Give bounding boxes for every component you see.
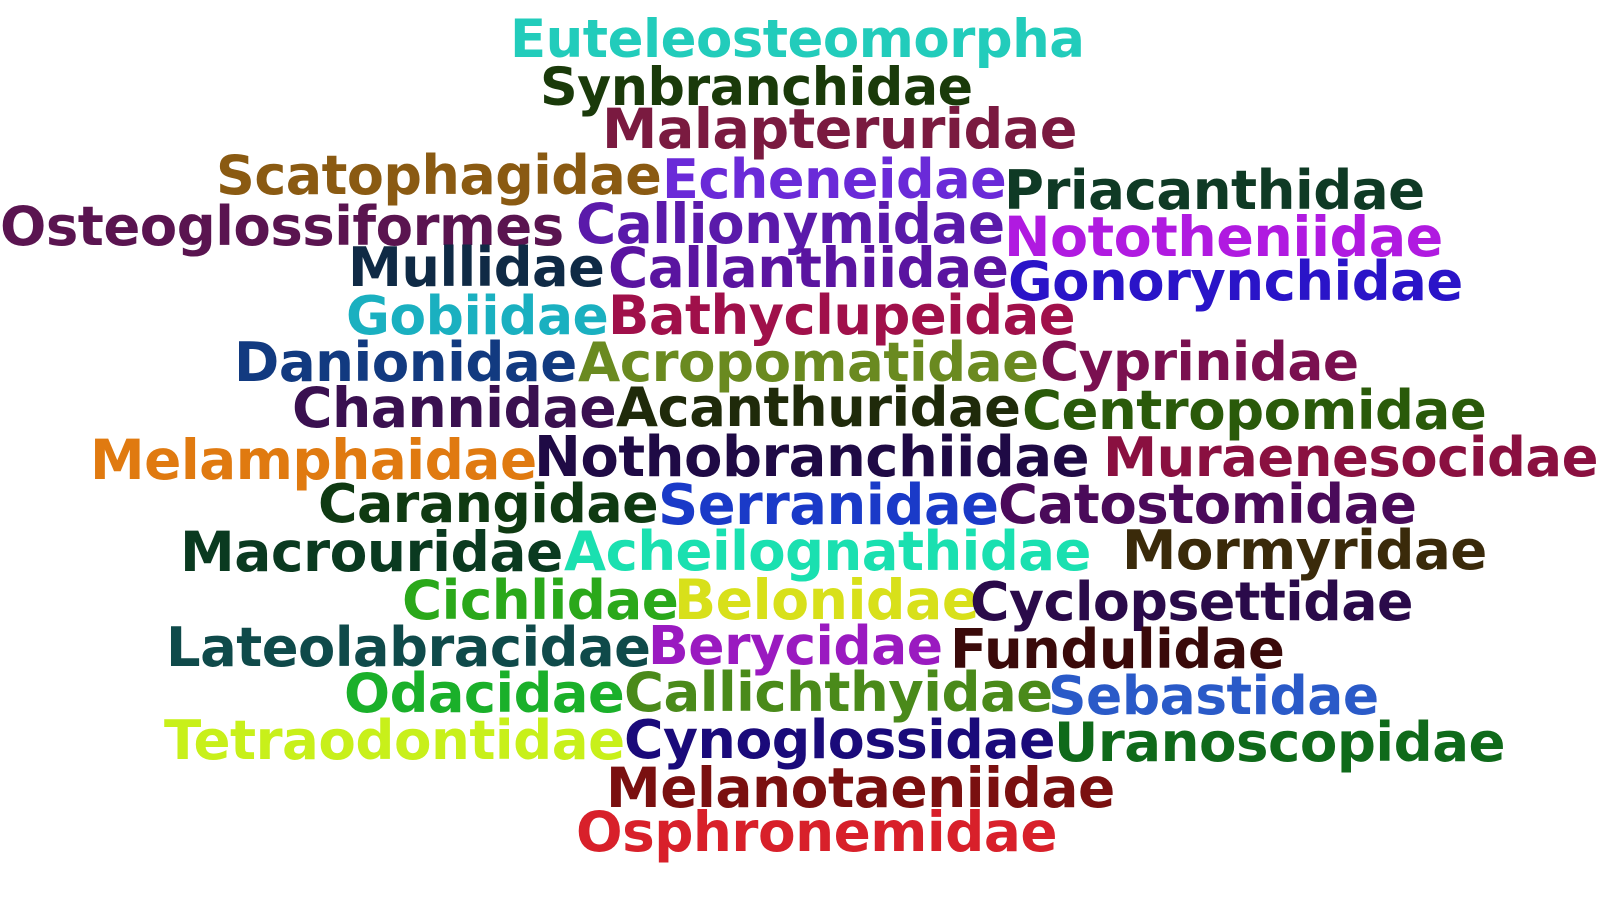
word-catostomidae: Catostomidae: [998, 471, 1417, 536]
word-uranoscopidae: Uranoscopidae: [1054, 709, 1506, 774]
word-gobiidae: Gobiidae: [346, 284, 609, 348]
word-carangidae: Carangidae: [318, 472, 659, 536]
word-serranidae: Serranidae: [658, 473, 999, 539]
word-scatophagidae: Scatophagidae: [216, 144, 662, 208]
word-osteoglossiformes: Osteoglossiformes: [0, 193, 564, 258]
word-malapteruridae: Malapteruridae: [602, 97, 1077, 163]
word-fundulidae: Fundulidae: [950, 617, 1285, 681]
word-cyprinidae: Cyprinidae: [1040, 330, 1359, 394]
word-melanotaeniidae: Melanotaeniidae: [606, 755, 1115, 820]
word-mormyridae: Mormyridae: [1122, 517, 1487, 582]
word-euteleosteomorpha: Euteleosteomorpha: [510, 8, 1085, 70]
word-lateolabracidae: Lateolabracidae: [166, 615, 651, 679]
word-danionidae: Danionidae: [234, 329, 577, 394]
word-nothobranchiidae: Nothobranchiidae: [534, 425, 1090, 490]
word-osphronemidae: Osphronemidae: [576, 799, 1058, 864]
word-callichthyidae: Callichthyidae: [624, 659, 1053, 724]
word-cynoglossidae: Cynoglossidae: [624, 708, 1056, 772]
word-belonidae: Belonidae: [674, 569, 979, 634]
word-acanthuridae: Acanthuridae: [616, 375, 1021, 439]
word-acheilognathidae: Acheilognathidae: [564, 519, 1091, 583]
word-nototheniidae: Nototheniidae: [1004, 205, 1443, 271]
word-berycidae: Berycidae: [648, 614, 943, 678]
word-priacanthidae: Priacanthidae: [1004, 157, 1425, 222]
word-synbranchidae: Synbranchidae: [540, 56, 973, 118]
word-gonorynchidae: Gonorynchidae: [1008, 249, 1463, 313]
word-callanthiidae: Callanthiidae: [608, 235, 1009, 300]
word-mullidae: Mullidae: [348, 235, 605, 299]
word-echeneidae: Echeneidae: [662, 148, 1007, 211]
word-callionymidae: Callionymidae: [576, 191, 1005, 256]
word-acropomatidae: Acropomatidae: [578, 329, 1039, 394]
word-odacidae: Odacidae: [344, 661, 625, 725]
word-melamphaidae: Melamphaidae: [90, 427, 537, 492]
word-tetraodontidae: Tetraodontidae: [164, 707, 625, 772]
word-centropomidae: Centropomidae: [1022, 377, 1487, 442]
word-macrouridae: Macrouridae: [180, 519, 563, 584]
word-cichlidae: Cichlidae: [402, 567, 679, 632]
word-channidae: Channidae: [292, 377, 617, 442]
word-cyclopsettidae: Cyclopsettidae: [970, 570, 1414, 634]
word-bathyclupeidae: Bathyclupeidae: [608, 283, 1076, 347]
word-muraenesocidae: Muraenesocidae: [1102, 425, 1599, 489]
word-sebastidae: Sebastidae: [1048, 664, 1379, 728]
